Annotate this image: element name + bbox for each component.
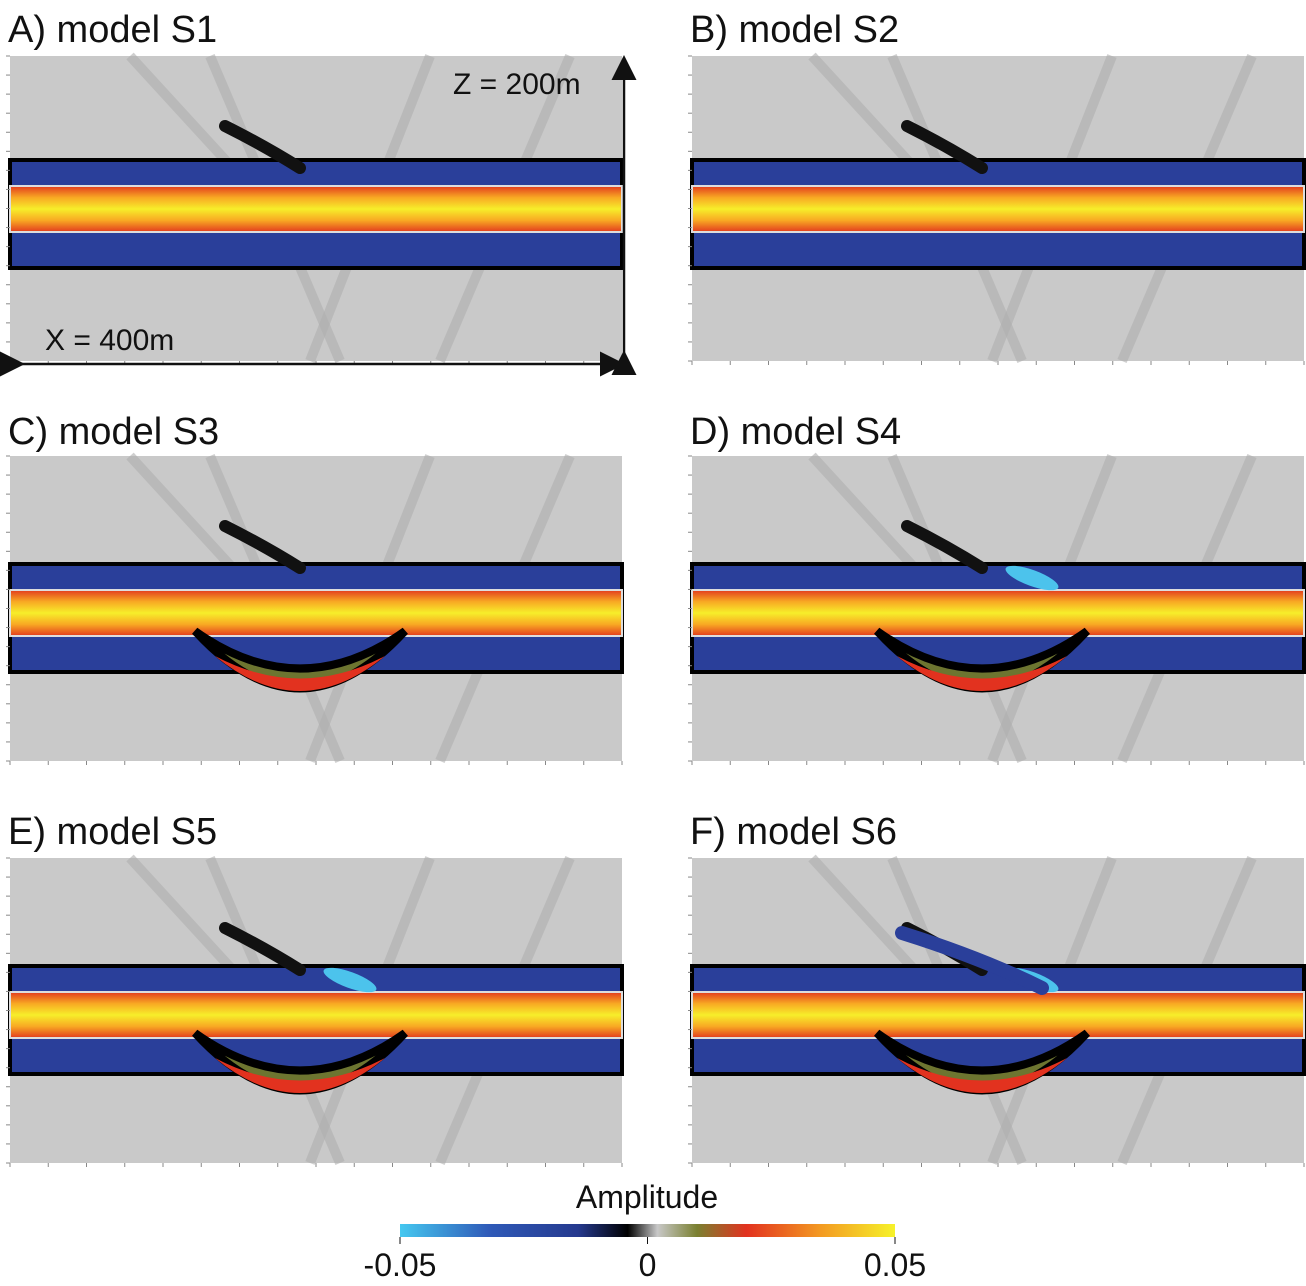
seismic-panel xyxy=(6,456,622,765)
panel-title: E) model S5 xyxy=(8,811,217,853)
panel-title: F) model S6 xyxy=(690,811,897,853)
annotation: Z = 200m xyxy=(453,68,581,101)
colorbar xyxy=(400,1224,895,1237)
colorbar-tick-label: -0.05 xyxy=(364,1247,437,1281)
yellow-band xyxy=(692,186,1304,232)
yellow-band xyxy=(10,186,622,232)
seismic-panel xyxy=(688,456,1304,765)
yellow-band xyxy=(10,992,622,1038)
panel-title: D) model S4 xyxy=(690,411,901,453)
seismic-panel xyxy=(688,56,1304,365)
colorbar-tick-label: 0.05 xyxy=(864,1247,926,1281)
annotation: X = 400m xyxy=(45,324,174,357)
seismic-panel xyxy=(6,858,622,1167)
panel-title: A) model S1 xyxy=(8,9,217,51)
seismic-panel xyxy=(688,858,1304,1167)
colorbar-label: Amplitude xyxy=(576,1179,718,1215)
yellow-band xyxy=(692,992,1304,1038)
colorbar-tick-label: 0 xyxy=(639,1247,657,1281)
panel-title: B) model S2 xyxy=(690,9,899,51)
seismic-panel xyxy=(6,56,622,365)
yellow-band xyxy=(10,590,622,636)
figure: A) model S1 Z = 200m X = 400m B) model S2 C)… xyxy=(0,0,1306,1281)
yellow-band xyxy=(692,590,1304,636)
panel-title: C) model S3 xyxy=(8,411,219,453)
